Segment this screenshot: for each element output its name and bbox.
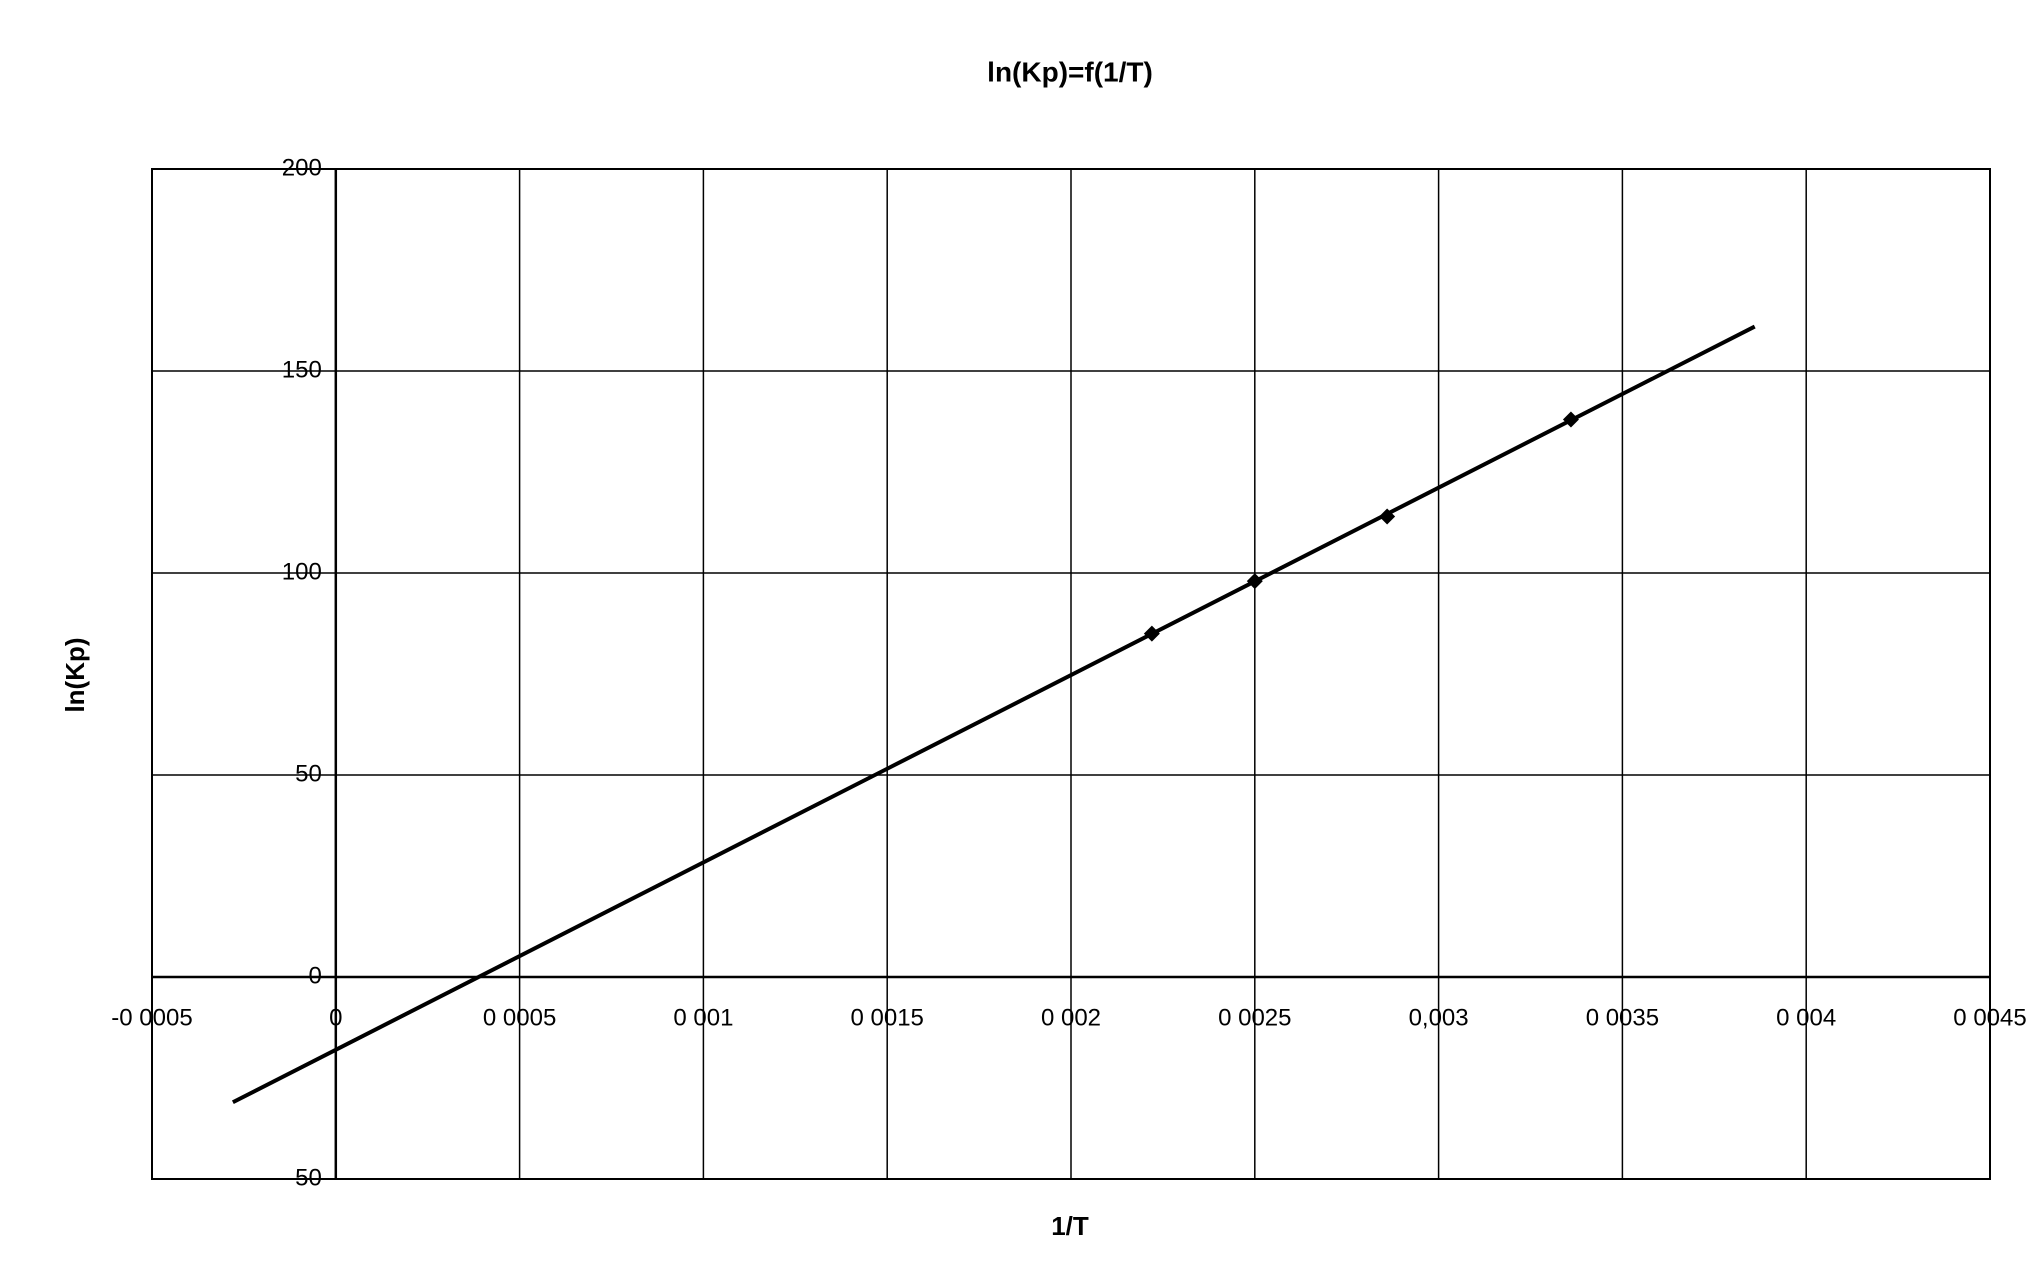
y-tick-label: -50	[287, 1164, 322, 1191]
data-point	[1143, 625, 1160, 642]
y-axis-label: ln(Kp)	[60, 637, 90, 712]
x-tick-label: -0 0005	[111, 1004, 192, 1031]
y-tick-label: 150	[282, 356, 322, 383]
y-tick-label: 200	[282, 154, 322, 181]
x-axis-label: 1/T	[1051, 1211, 1089, 1241]
x-tick-label: 0 001	[673, 1004, 733, 1031]
x-tick-label: 0 002	[1041, 1004, 1101, 1031]
x-tick-label: 0 0045	[1953, 1004, 2026, 1031]
x-tick-label: 0 004	[1776, 1004, 1836, 1031]
data-point	[1562, 411, 1579, 428]
x-tick-label: 0 0005	[483, 1004, 556, 1031]
x-tick-label: 0,003	[1409, 1004, 1469, 1031]
trend-line	[231, 324, 1756, 1105]
x-tick-label: 0 0015	[850, 1004, 923, 1031]
x-tick-label: 0 0035	[1586, 1004, 1659, 1031]
data-point	[1246, 573, 1263, 590]
chart-title: ln(Kp)=f(1/T)	[987, 56, 1153, 87]
x-tick-label: 0 0025	[1218, 1004, 1291, 1031]
y-tick-label: 100	[282, 558, 322, 585]
data-point	[1379, 508, 1396, 525]
y-tick-label: 50	[295, 760, 322, 787]
